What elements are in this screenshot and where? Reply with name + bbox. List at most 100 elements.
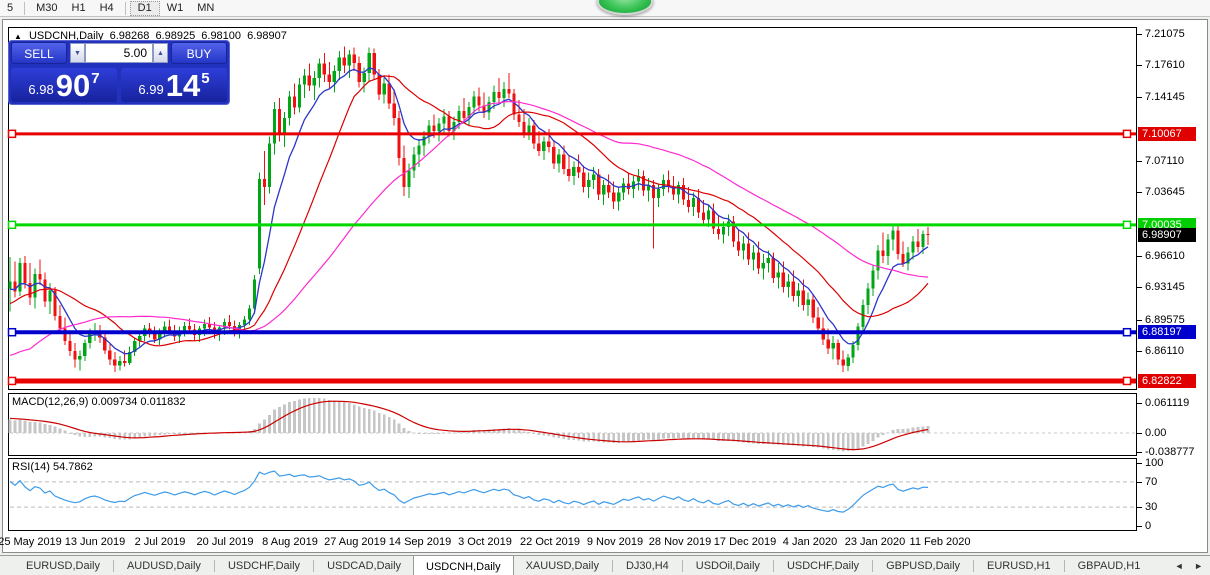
price-tick bbox=[1137, 319, 1142, 321]
date-label: 17 Dec 2019 bbox=[713, 536, 777, 548]
price-tick-label: 6.96610 bbox=[1145, 249, 1185, 262]
volume-increase-button[interactable]: ▲ bbox=[153, 43, 169, 63]
rsi-tick-label: 0 bbox=[1145, 520, 1152, 532]
macd-label: MACD(12,26,9) 0.009734 0.011832 bbox=[12, 396, 186, 408]
ohlc-high: 6.98925 bbox=[155, 30, 196, 42]
tab-gbpaud-h1[interactable]: GBPAUD,H1 bbox=[1077, 560, 1141, 572]
date-label: 8 Aug 2019 bbox=[262, 536, 318, 548]
tab-usdcnh-daily[interactable]: USDCNH,Daily bbox=[413, 555, 514, 575]
timeframe-button-5[interactable]: 5 bbox=[7, 1, 14, 14]
price-tick-label: 6.89575 bbox=[1145, 313, 1185, 326]
timeframe-button-mn[interactable]: MN bbox=[197, 1, 215, 14]
date-label: 22 Oct 2019 bbox=[520, 536, 580, 548]
level-price-label: 7.10067 bbox=[1138, 126, 1196, 141]
buy-price-big: 14 bbox=[165, 68, 201, 103]
timeframe-button-m30[interactable]: M30 bbox=[36, 1, 58, 14]
date-label: 9 Nov 2019 bbox=[586, 536, 644, 548]
tab-gbpusd-daily[interactable]: GBPUSD,Daily bbox=[886, 560, 961, 572]
tab-separator bbox=[611, 560, 613, 572]
tab-usdchf-daily[interactable]: USDCHF,Daily bbox=[227, 560, 301, 572]
price-tick-label: 6.86110 bbox=[1145, 345, 1184, 358]
timeframe-button-w1[interactable]: W1 bbox=[166, 1, 184, 14]
date-label: 28 Nov 2019 bbox=[648, 536, 712, 548]
tab-usdcad-daily[interactable]: USDCAD,Daily bbox=[327, 560, 402, 572]
ohlc-close: 6.98907 bbox=[247, 30, 287, 42]
tab-separator bbox=[973, 560, 975, 572]
tab-usdoil-daily[interactable]: USDOil,Daily bbox=[695, 560, 760, 572]
tab-scroll-right-icon[interactable]: ► bbox=[1194, 561, 1207, 571]
date-label: 27 Aug 2019 bbox=[324, 536, 386, 548]
rsi-tick bbox=[1137, 463, 1142, 464]
ohlc-low: 6.98100 bbox=[201, 30, 242, 42]
rsi-tick bbox=[1137, 481, 1142, 483]
price-tick-label: 7.03645 bbox=[1145, 186, 1185, 199]
price-tick bbox=[1137, 160, 1142, 162]
tab-separator bbox=[1063, 560, 1065, 572]
tab-separator bbox=[213, 560, 215, 572]
price-tick-label: 6.93145 bbox=[1145, 281, 1185, 294]
tab-separator bbox=[772, 560, 774, 572]
price-tick bbox=[1137, 351, 1142, 353]
price-tick-label: 7.07110 bbox=[1145, 154, 1184, 167]
tab-audusd-daily[interactable]: AUDUSD,Daily bbox=[126, 560, 201, 572]
toolbar-separator bbox=[124, 1, 126, 15]
buy-price-button[interactable]: 6.99 14 5 bbox=[121, 68, 227, 102]
current-price-label: 6.98907 bbox=[1138, 228, 1196, 243]
date-label: 14 Sep 2019 bbox=[388, 536, 452, 548]
sell-price-big: 90 bbox=[55, 68, 91, 103]
macd-tick bbox=[1137, 433, 1142, 434]
collapse-icon[interactable]: ▲ bbox=[14, 32, 22, 41]
date-label: 23 Jan 2020 bbox=[844, 536, 906, 548]
macd-tick-label: 0.061119 bbox=[1145, 397, 1190, 410]
timeframe-button-d1[interactable]: D1 bbox=[129, 0, 160, 16]
chart-title-bar: ▲ USDCNH,Daily 6.98268 6.98925 6.98100 6… bbox=[14, 30, 290, 42]
macd-tick bbox=[1137, 451, 1142, 453]
symbol-tab-bar: EURUSD,Daily AUDUSD,Daily USDCHF,Daily USDC… bbox=[0, 555, 1210, 575]
level-price-label: 6.88197 bbox=[1138, 325, 1196, 340]
rsi-tick-label: 100 bbox=[1145, 457, 1164, 469]
tab-eurusd-daily[interactable]: EURUSD,Daily bbox=[26, 560, 100, 572]
macd-tick-label: -0.038777 bbox=[1145, 445, 1195, 458]
chart-symbol: USDCNH,Daily bbox=[28, 30, 104, 42]
tab-scroll-arrows[interactable]: ◄ ► bbox=[1175, 561, 1207, 571]
tab-eurusd-h1[interactable]: EURUSD,H1 bbox=[987, 560, 1051, 572]
price-tick-label: 7.21075 bbox=[1145, 28, 1185, 40]
tab-scroll-left-icon[interactable]: ◄ bbox=[1174, 561, 1188, 571]
price-tick bbox=[1137, 192, 1142, 194]
sell-price-small: 6.98 bbox=[28, 82, 54, 97]
rsi-tick bbox=[1137, 526, 1142, 527]
ohlc-open: 6.98268 bbox=[109, 30, 150, 42]
timeframe-button-h4[interactable]: H4 bbox=[99, 1, 114, 14]
tab-separator bbox=[681, 560, 683, 572]
date-label: 11 Feb 2020 bbox=[909, 536, 971, 548]
rsi-label: RSI(14) 54.7862 bbox=[12, 461, 93, 473]
toolbar-separator bbox=[24, 1, 26, 15]
price-tick bbox=[1137, 96, 1142, 98]
level-price-label: 6.82822 bbox=[1138, 373, 1196, 388]
price-tick bbox=[1137, 65, 1142, 67]
sell-price-button[interactable]: 6.98 90 7 bbox=[11, 68, 117, 102]
date-label: 2 Jul 2019 bbox=[134, 536, 186, 548]
tab-xauusd-daily[interactable]: XAUUSD,Daily bbox=[525, 560, 599, 572]
tab-usdchf-daily[interactable]: USDCHF,Daily bbox=[786, 560, 860, 572]
date-label: 4 Jan 2020 bbox=[782, 536, 838, 548]
macd-tick-label: 0.00 bbox=[1145, 427, 1167, 439]
buy-price-small: 6.99 bbox=[138, 82, 164, 97]
price-tick bbox=[1137, 287, 1142, 289]
timeframe-button-h1[interactable]: H1 bbox=[71, 1, 86, 14]
sell-button[interactable]: SELL bbox=[11, 42, 67, 64]
buy-button[interactable]: BUY bbox=[171, 42, 227, 64]
tab-dj30-h4[interactable]: DJ30,H4 bbox=[625, 560, 669, 572]
volume-input[interactable] bbox=[85, 43, 153, 63]
volume-decrease-button[interactable]: ▼ bbox=[69, 43, 85, 63]
one-click-trading-panel: SELL ▼ ▲ BUY 6.98 90 7 6.99 14 5 bbox=[8, 40, 230, 105]
price-tick-label: 7.14145 bbox=[1145, 90, 1185, 103]
price-tick bbox=[1137, 34, 1142, 35]
price-tick bbox=[1137, 255, 1142, 257]
rsi-panel[interactable] bbox=[8, 458, 1137, 531]
date-label: 20 Jul 2019 bbox=[196, 536, 254, 548]
price-tick-label: 7.17610 bbox=[1145, 59, 1185, 72]
buy-price-sup: 5 bbox=[201, 70, 210, 87]
tab-separator bbox=[872, 560, 874, 572]
tab-separator bbox=[112, 560, 114, 572]
